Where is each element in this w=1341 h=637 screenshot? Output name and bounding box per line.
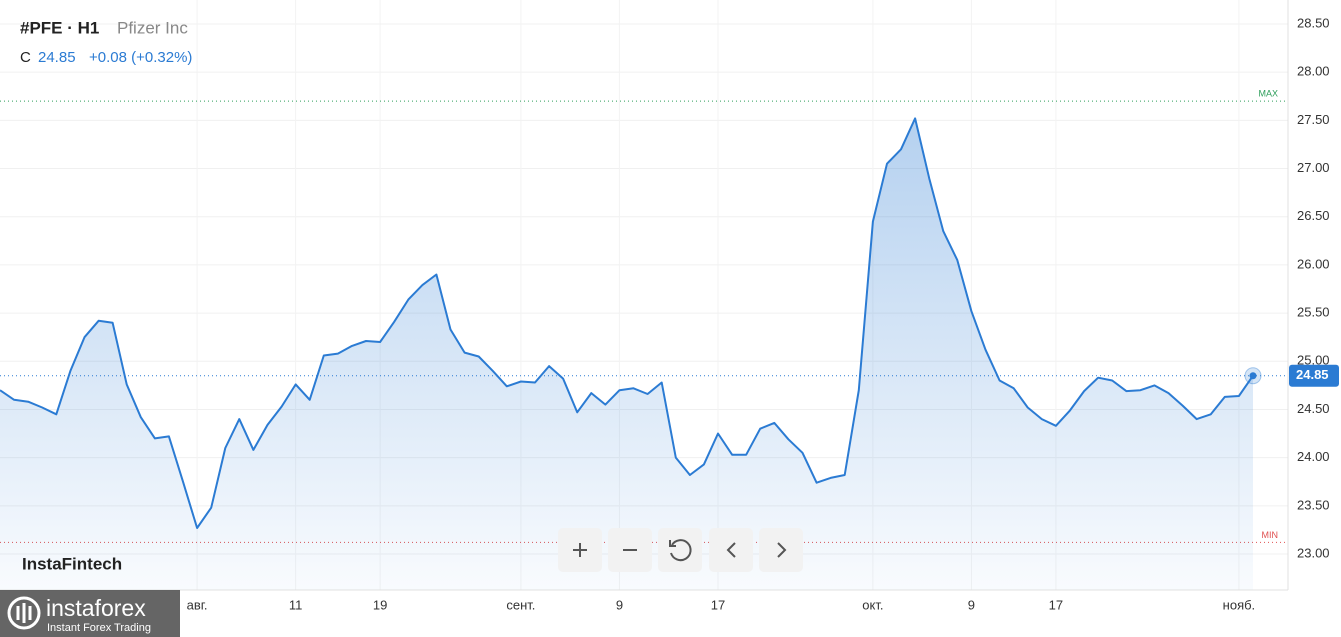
zoom-controls [558, 528, 803, 572]
instrument-name: Pfizer Inc [117, 18, 188, 37]
y-tick-label: 27.50 [1297, 112, 1330, 127]
scroll-left-button[interactable] [709, 528, 753, 572]
scroll-right-button[interactable] [759, 528, 803, 572]
close-change: +0.08 (+0.32%) [89, 49, 192, 66]
x-tick-label: 9 [616, 597, 623, 612]
logo-name: instaforex [46, 595, 146, 621]
y-tick-label: 28.50 [1297, 15, 1330, 30]
logo-tagline: Instant Forex Trading [47, 622, 151, 634]
logo-icon-bars [16, 603, 32, 623]
x-tick-label: сент. [506, 597, 535, 612]
zoom-in-button[interactable] [558, 528, 602, 572]
x-tick-label: 17 [711, 597, 725, 612]
y-tick-label: 24.00 [1297, 449, 1330, 464]
price-line [0, 117, 1254, 529]
y-tick-label: 26.50 [1297, 208, 1330, 223]
y-tick-label: 26.00 [1297, 256, 1330, 271]
y-tick-label: 25.50 [1297, 305, 1330, 320]
area [0, 118, 1253, 591]
y-tick-label: 27.00 [1297, 160, 1330, 175]
x-tick-label: 11 [289, 597, 303, 612]
watermark: InstaFintech [22, 554, 122, 573]
symbol: #PFE · H1 [20, 18, 99, 37]
last-point [1249, 372, 1257, 380]
reset-button[interactable] [658, 528, 702, 572]
logo-icon [7, 596, 41, 630]
y-tick-label: 24.50 [1297, 401, 1330, 416]
last-price-label: 24.85 [1296, 367, 1329, 382]
x-tick-label: 9 [968, 597, 975, 612]
y-tick-label: 23.00 [1297, 545, 1330, 560]
x-tick-label: авг. [187, 597, 208, 612]
max-line-label: MAX [1258, 88, 1278, 98]
plot: MAX MIN [0, 88, 1288, 591]
last-price-badge [1289, 364, 1339, 387]
zoom-out-button[interactable] [608, 528, 652, 572]
y-tick-label: 23.50 [1297, 497, 1330, 512]
close-prefix: C [20, 49, 31, 66]
x-tick-label: 17 [1049, 597, 1063, 612]
y-tick-label: 28.00 [1297, 64, 1330, 79]
y-tick-label: 25.00 [1297, 353, 1330, 368]
axes: 23.00 23.50 24.00 24.50 25.00 25.50 26.00 26.50… [187, 15, 1339, 612]
x-tick-label: окт. [862, 597, 883, 612]
min-line-label: MIN [1262, 530, 1279, 540]
logo: instaforex Instant Forex Trading [0, 590, 180, 637]
x-tick-label: 19 [373, 597, 387, 612]
close-value: 24.85 [38, 49, 76, 66]
x-tick-label: нояб. [1223, 597, 1256, 612]
